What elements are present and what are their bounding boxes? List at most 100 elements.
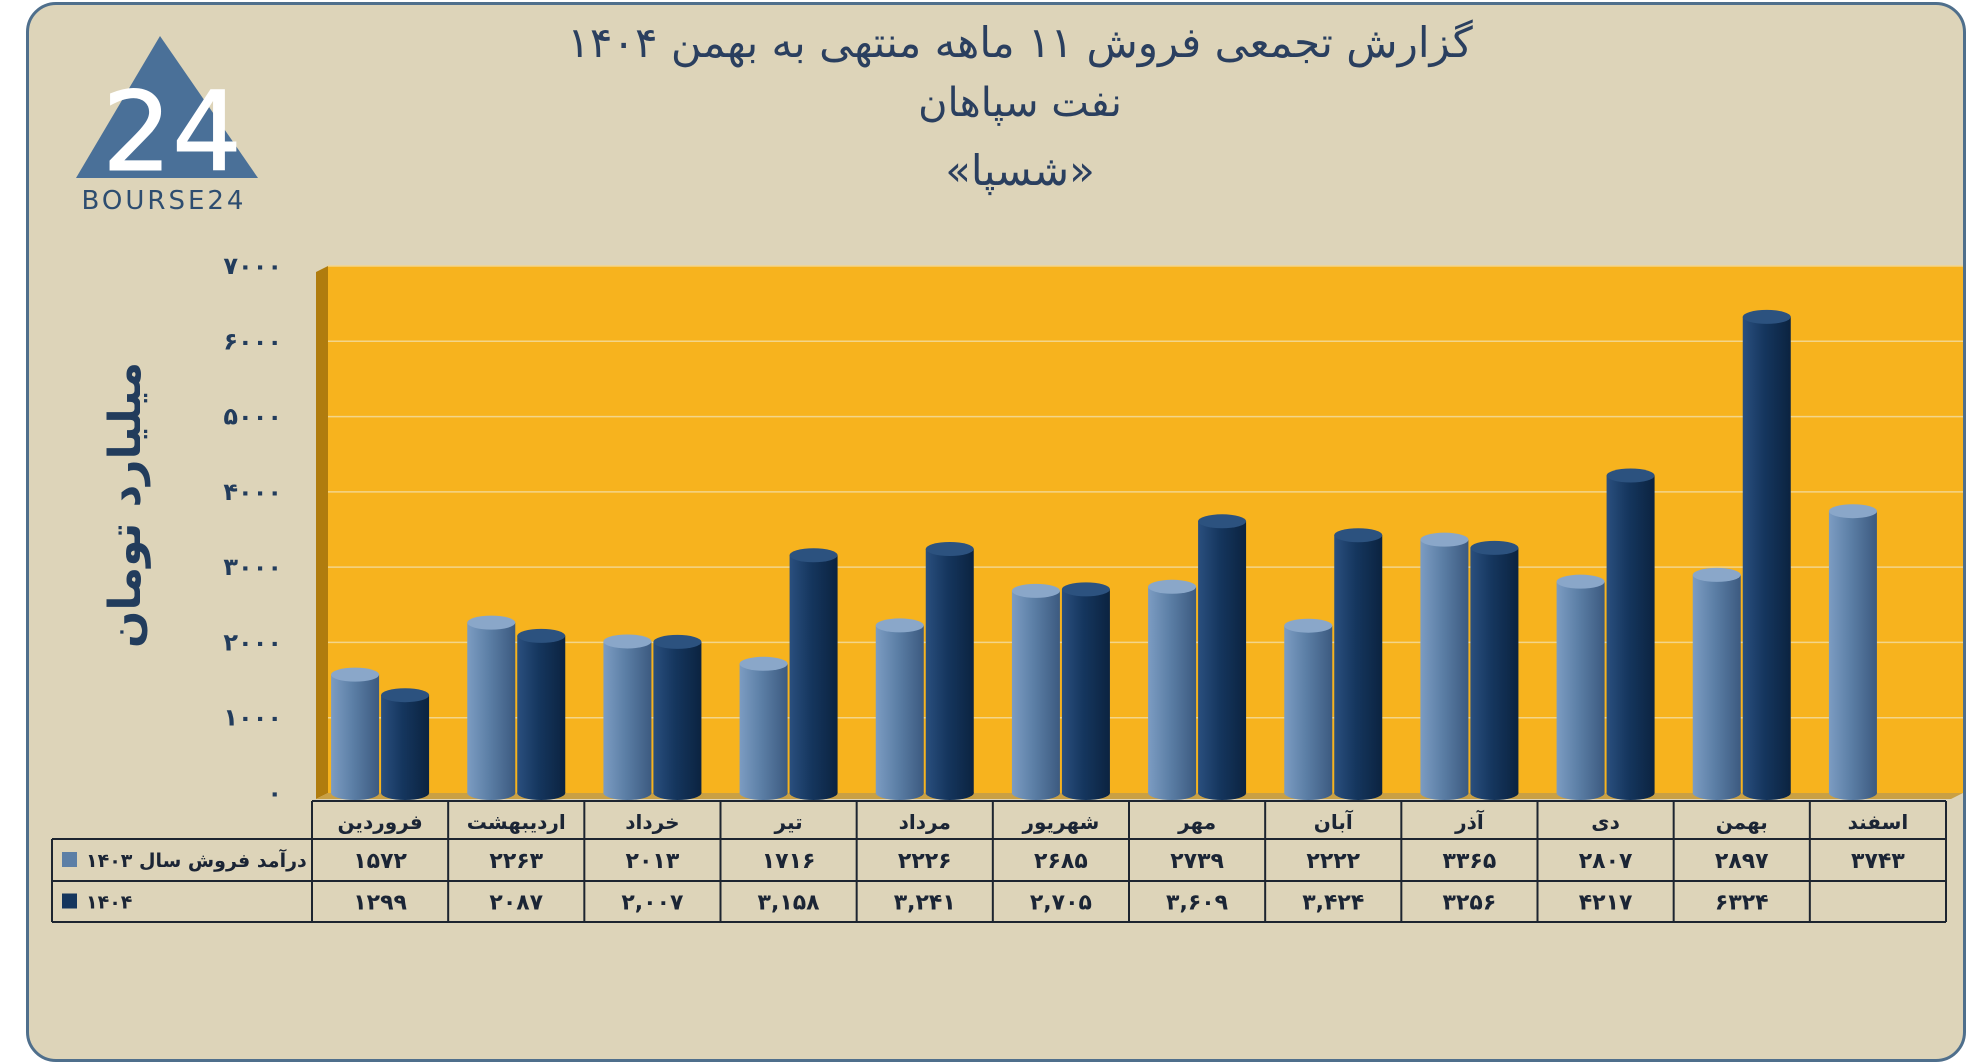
bar-1403-body xyxy=(1148,586,1197,793)
legend-swatch xyxy=(62,893,77,909)
bar-1403 xyxy=(1828,504,1877,800)
bar-1403 xyxy=(1284,618,1333,800)
bar-1404 xyxy=(1470,540,1519,800)
bar-1404-body xyxy=(1470,547,1519,793)
bar-1403-cap xyxy=(331,667,380,682)
bar-1404-cap xyxy=(789,548,838,563)
data-label: ۲۶۸۵ xyxy=(1034,849,1088,874)
bar-1404-cap xyxy=(1470,540,1519,555)
bar-1403-body xyxy=(331,674,380,793)
bar-1404 xyxy=(925,541,974,800)
data-label: ۱۵۷۲ xyxy=(353,849,407,874)
bar-1403-body xyxy=(467,622,516,793)
bar-1404 xyxy=(1061,582,1110,800)
category-label: دی xyxy=(1591,810,1620,834)
data-label: ۲۰۱۳ xyxy=(626,849,680,874)
bar-1404 xyxy=(1198,514,1247,800)
legend-label: ۱۴۰۴ xyxy=(86,892,132,914)
bar-1403-cap xyxy=(739,656,788,671)
bar-1403 xyxy=(1692,567,1741,800)
bar-1403 xyxy=(603,634,652,800)
bar-1404 xyxy=(1742,309,1791,800)
bar-1403-base xyxy=(467,786,516,800)
bar-1404 xyxy=(789,548,838,800)
bar-1404-cap xyxy=(1198,514,1247,529)
bar-1404 xyxy=(1334,528,1383,800)
bar-1404-cap xyxy=(517,628,566,643)
data-label: ۳۷۴۳ xyxy=(1851,849,1905,874)
bar-1404-cap xyxy=(1606,468,1655,483)
bar-1404-base xyxy=(1742,786,1791,800)
bar-1403-cap xyxy=(1011,583,1060,598)
bar-1404-base xyxy=(1198,786,1247,800)
bar-1404 xyxy=(1606,468,1655,800)
bar-1403-body xyxy=(1011,590,1060,793)
bar-1404-body xyxy=(1198,521,1247,793)
category-label: فروردین xyxy=(337,810,422,834)
bar-1404-base xyxy=(1061,786,1110,800)
chart-symbol: «شسپا» xyxy=(945,146,1095,195)
category-label: تیر xyxy=(774,810,803,834)
bar-1403-cap xyxy=(1828,504,1877,519)
bar-1403-body xyxy=(739,663,788,793)
bar-1403-body xyxy=(875,625,924,793)
bar-1403-base xyxy=(1556,786,1605,800)
bar-1403-base xyxy=(1420,786,1469,800)
category-label: آذر xyxy=(1454,809,1485,834)
logo-text: BOURSE24 xyxy=(81,186,247,216)
bar-1403-base xyxy=(1692,786,1741,800)
data-label: ۴۲۱۷ xyxy=(1579,891,1633,916)
data-label: ۳,۱۵۸ xyxy=(758,891,821,916)
bar-1403-cap xyxy=(875,618,924,633)
bar-1404-base xyxy=(1606,786,1655,800)
bar-1404 xyxy=(517,628,566,800)
legend-label: درآمد فروش سال ۱۴۰۳ xyxy=(86,848,307,872)
y-tick-label: ۲۰۰۰ xyxy=(223,628,282,656)
data-label: ۳,۴۲۴ xyxy=(1302,891,1364,916)
category-label: خرداد xyxy=(625,810,679,834)
bar-1404-base xyxy=(1334,786,1383,800)
category-label: اردیبهشت xyxy=(467,810,566,834)
bar-1403-body xyxy=(603,641,652,793)
data-label: ۳,۶۰۹ xyxy=(1166,891,1228,916)
plot-floor xyxy=(316,793,1963,799)
data-label: ۱۲۹۹ xyxy=(353,891,407,916)
bar-1404-base xyxy=(1470,786,1519,800)
bar-1404-base xyxy=(789,786,838,800)
y-tick-label: ۱۰۰۰ xyxy=(223,704,282,732)
bar-1403-base xyxy=(875,786,924,800)
data-label: ۱۷۱۶ xyxy=(762,849,816,874)
chart-subtitle: نفت سپاهان xyxy=(918,80,1122,126)
bar-1403-base xyxy=(1284,786,1333,800)
bar-1404-body xyxy=(1742,316,1791,793)
bar-1404-cap xyxy=(1742,309,1791,324)
data-label: ۲۸۰۷ xyxy=(1579,849,1633,874)
bar-1403 xyxy=(875,618,924,800)
bar-1404-cap xyxy=(653,634,702,649)
bar-1403-cap xyxy=(1692,567,1741,582)
logo-mark: 24 xyxy=(76,36,258,197)
bar-1403 xyxy=(1556,574,1605,800)
data-label: ۳,۲۴۱ xyxy=(894,891,956,916)
bar-1403-base xyxy=(1011,786,1060,800)
bar-1403 xyxy=(1011,583,1060,800)
data-label: ۳۳۶۵ xyxy=(1443,849,1497,874)
bar-1403-body xyxy=(1284,625,1333,793)
y-tick-label: ۰ xyxy=(267,779,282,807)
bar-1403-body xyxy=(1556,581,1605,793)
category-label: مهر xyxy=(1177,810,1216,834)
bar-1403-base xyxy=(1828,786,1877,800)
bar-1403-cap xyxy=(1556,574,1605,589)
bar-1404-cap xyxy=(1334,528,1383,543)
bar-1403-body xyxy=(1692,574,1741,793)
bar-1404-cap xyxy=(381,688,430,703)
data-label: ۲۰۸۷ xyxy=(489,891,543,916)
plot-background xyxy=(328,266,1963,793)
bar-1404-body xyxy=(1606,475,1655,793)
bar-1404 xyxy=(653,634,702,800)
y-tick-label: ۵۰۰۰ xyxy=(223,403,282,431)
bar-1404-body xyxy=(653,641,702,793)
bar-1404-body xyxy=(1334,535,1383,793)
bar-1403-base xyxy=(1148,786,1197,800)
